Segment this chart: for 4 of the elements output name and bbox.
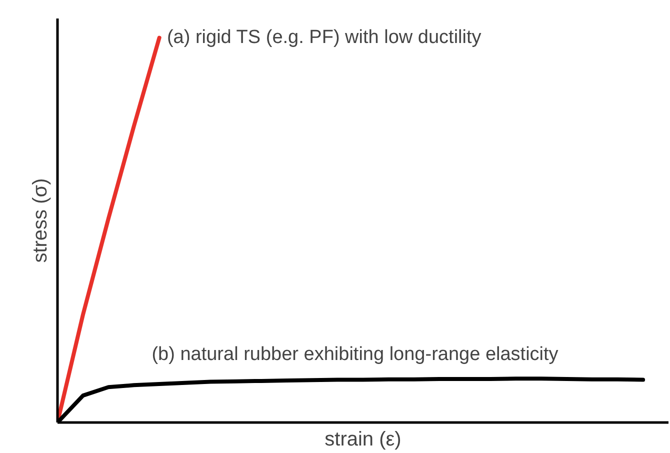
- annotation: (b) natural rubber exhibiting long-range elasticity: [152, 344, 559, 366]
- annotation: (a) rigid TS (e.g. PF) with low ductility: [166, 27, 482, 48]
- y-axis-title: stress (σ): [30, 178, 52, 263]
- x-axis-title: strain (ε): [324, 428, 402, 450]
